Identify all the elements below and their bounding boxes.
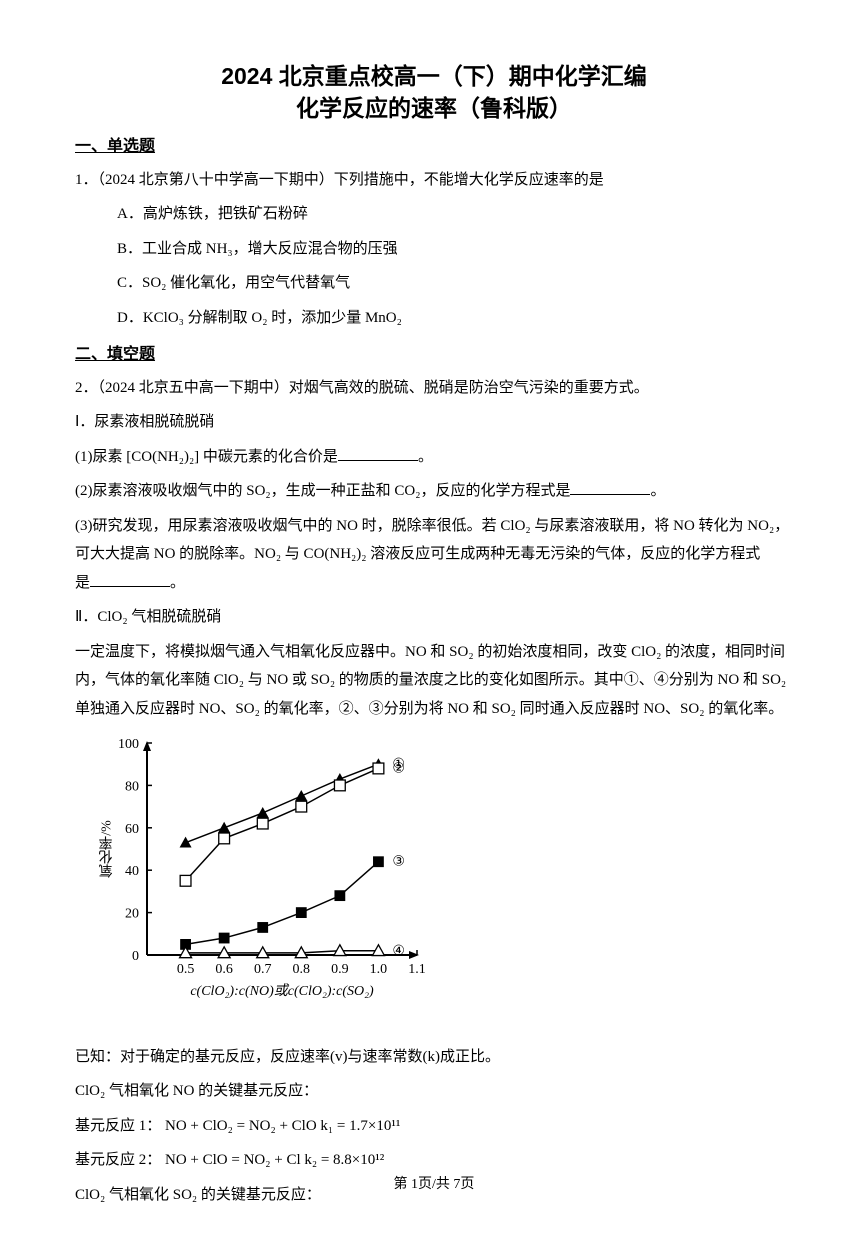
q2-stem: 2．（2024 北京五中高一下期中）对烟气高效的脱硫、脱硝是防治空气污染的重要方… (75, 374, 793, 403)
q2-sub1-pre: (1)尿素 [CO(NH₂)₂] 中碳元素的化合价是 (75, 449, 338, 465)
page-title-2: 化学反应的速率（鲁科版） (75, 92, 793, 124)
q2-II-para2: 内，气体的氧化率随 ClO₂ 与 NO 或 SO₂ 的物质的量浓度之比的变化如图… (75, 666, 793, 695)
q2-sub2-post: 。 (650, 483, 665, 499)
q2-II-para3: 单独通入反应器时 NO、SO₂ 的氧化率，②、③分别为将 NO 和 SO₂ 同时… (75, 695, 793, 724)
page-title-1: 2024 北京重点校高一（下）期中化学汇编 (75, 60, 793, 92)
page-footer: 第 1页/共 7页 (0, 1172, 868, 1199)
svg-text:④: ④ (392, 944, 405, 959)
svg-text:40: 40 (125, 864, 139, 879)
q1-stem: 1．（2024 北京第八十中学高一下期中）下列措施中，不能增大化学反应速率的是 (75, 166, 793, 195)
known-note: 已知：对于确定的基元反应，反应速率(v)与速率常数(k)成正比。 (75, 1043, 793, 1072)
svg-text:③: ③ (392, 855, 405, 870)
key-no-heading: ClO₂ 气相氧化 NO 的关键基元反应： (75, 1077, 793, 1106)
q2-sub2: (2)尿素溶液吸收烟气中的 SO₂，生成一种正盐和 CO₂，反应的化学方程式是 。 (75, 477, 793, 506)
section-1-heading: 一、单选题 (75, 132, 793, 162)
q2-sub3-line2: 可大大提高 NO 的脱除率。NO₂ 与 CO(NH₂)₂ 溶液反应可生成两种无毒… (75, 540, 793, 569)
q2-II-para1: 一定温度下，将模拟烟气通入气相氧化反应器中。NO 和 SO₂ 的初始浓度相同，改… (75, 638, 793, 667)
svg-text:c(ClO₂):c(NO)或c(ClO₂):c(SO₂): c(ClO₂):c(NO)或c(ClO₂):c(SO₂) (190, 983, 374, 999)
oxidation-rate-chart: 0 20 40 60 80 100 0.5 0.6 0.7 0.8 0.9 1.0 1.1 氧化率/% c(… (89, 731, 793, 1037)
svg-text:0.7: 0.7 (254, 962, 272, 977)
svg-text:0.5: 0.5 (177, 962, 195, 977)
svg-text:1.1: 1.1 (408, 962, 426, 977)
q1-option-b: B．工业合成 NH₃，增大反应混合物的压强 (75, 235, 793, 264)
svg-text:80: 80 (125, 780, 139, 795)
q2-sub1: (1)尿素 [CO(NH₂)₂] 中碳元素的化合价是 。 (75, 443, 793, 472)
svg-text:②: ② (392, 762, 405, 777)
q2-sub3-line3: 是。 (75, 569, 793, 598)
blank-3 (90, 572, 170, 587)
q2-sub2-pre: (2)尿素溶液吸收烟气中的 SO₂，生成一种正盐和 CO₂，反应的化学方程式是 (75, 483, 570, 499)
svg-text:0.8: 0.8 (293, 962, 311, 977)
svg-text:0.6: 0.6 (215, 962, 233, 977)
elementary-reaction-1: 基元反应 1： NO + ClO₂ = NO₂ + ClO k₁ = 1.7×1… (75, 1112, 793, 1141)
svg-text:60: 60 (125, 822, 139, 837)
svg-text:0.9: 0.9 (331, 962, 349, 977)
blank-2 (570, 480, 650, 495)
elementary-reaction-2: 基元反应 2： NO + ClO = NO₂ + Cl k₂ = 8.8×10¹… (75, 1146, 793, 1175)
q1-option-d: D．KClO₃ 分解制取 O₂ 时，添加少量 MnO₂ (75, 304, 793, 333)
q2-part-I: Ⅰ．尿素液相脱硫脱硝 (75, 408, 793, 437)
svg-text:100: 100 (118, 737, 139, 752)
q2-sub1-post: 。 (418, 449, 433, 465)
q1-option-a: A．高炉炼铁，把铁矿石粉碎 (75, 200, 793, 229)
q2-sub3-post: 。 (170, 575, 185, 591)
q2-sub3-line1: (3)研究发现，用尿素溶液吸收烟气中的 NO 时，脱除率很低。若 ClO₂ 与尿… (75, 512, 793, 541)
q2-part-II: Ⅱ．ClO₂ 气相脱硫脱硝 (75, 603, 793, 632)
q1-option-c: C．SO₂ 催化氧化，用空气代替氧气 (75, 269, 793, 298)
blank-1 (338, 446, 418, 461)
svg-text:0: 0 (132, 949, 139, 964)
section-2-heading: 二、填空题 (75, 340, 793, 370)
svg-text:20: 20 (125, 907, 139, 922)
svg-text:1.0: 1.0 (370, 962, 388, 977)
svg-text:氧化率/%: 氧化率/% (99, 820, 115, 878)
q2-sub3-pre: 是 (75, 575, 90, 591)
